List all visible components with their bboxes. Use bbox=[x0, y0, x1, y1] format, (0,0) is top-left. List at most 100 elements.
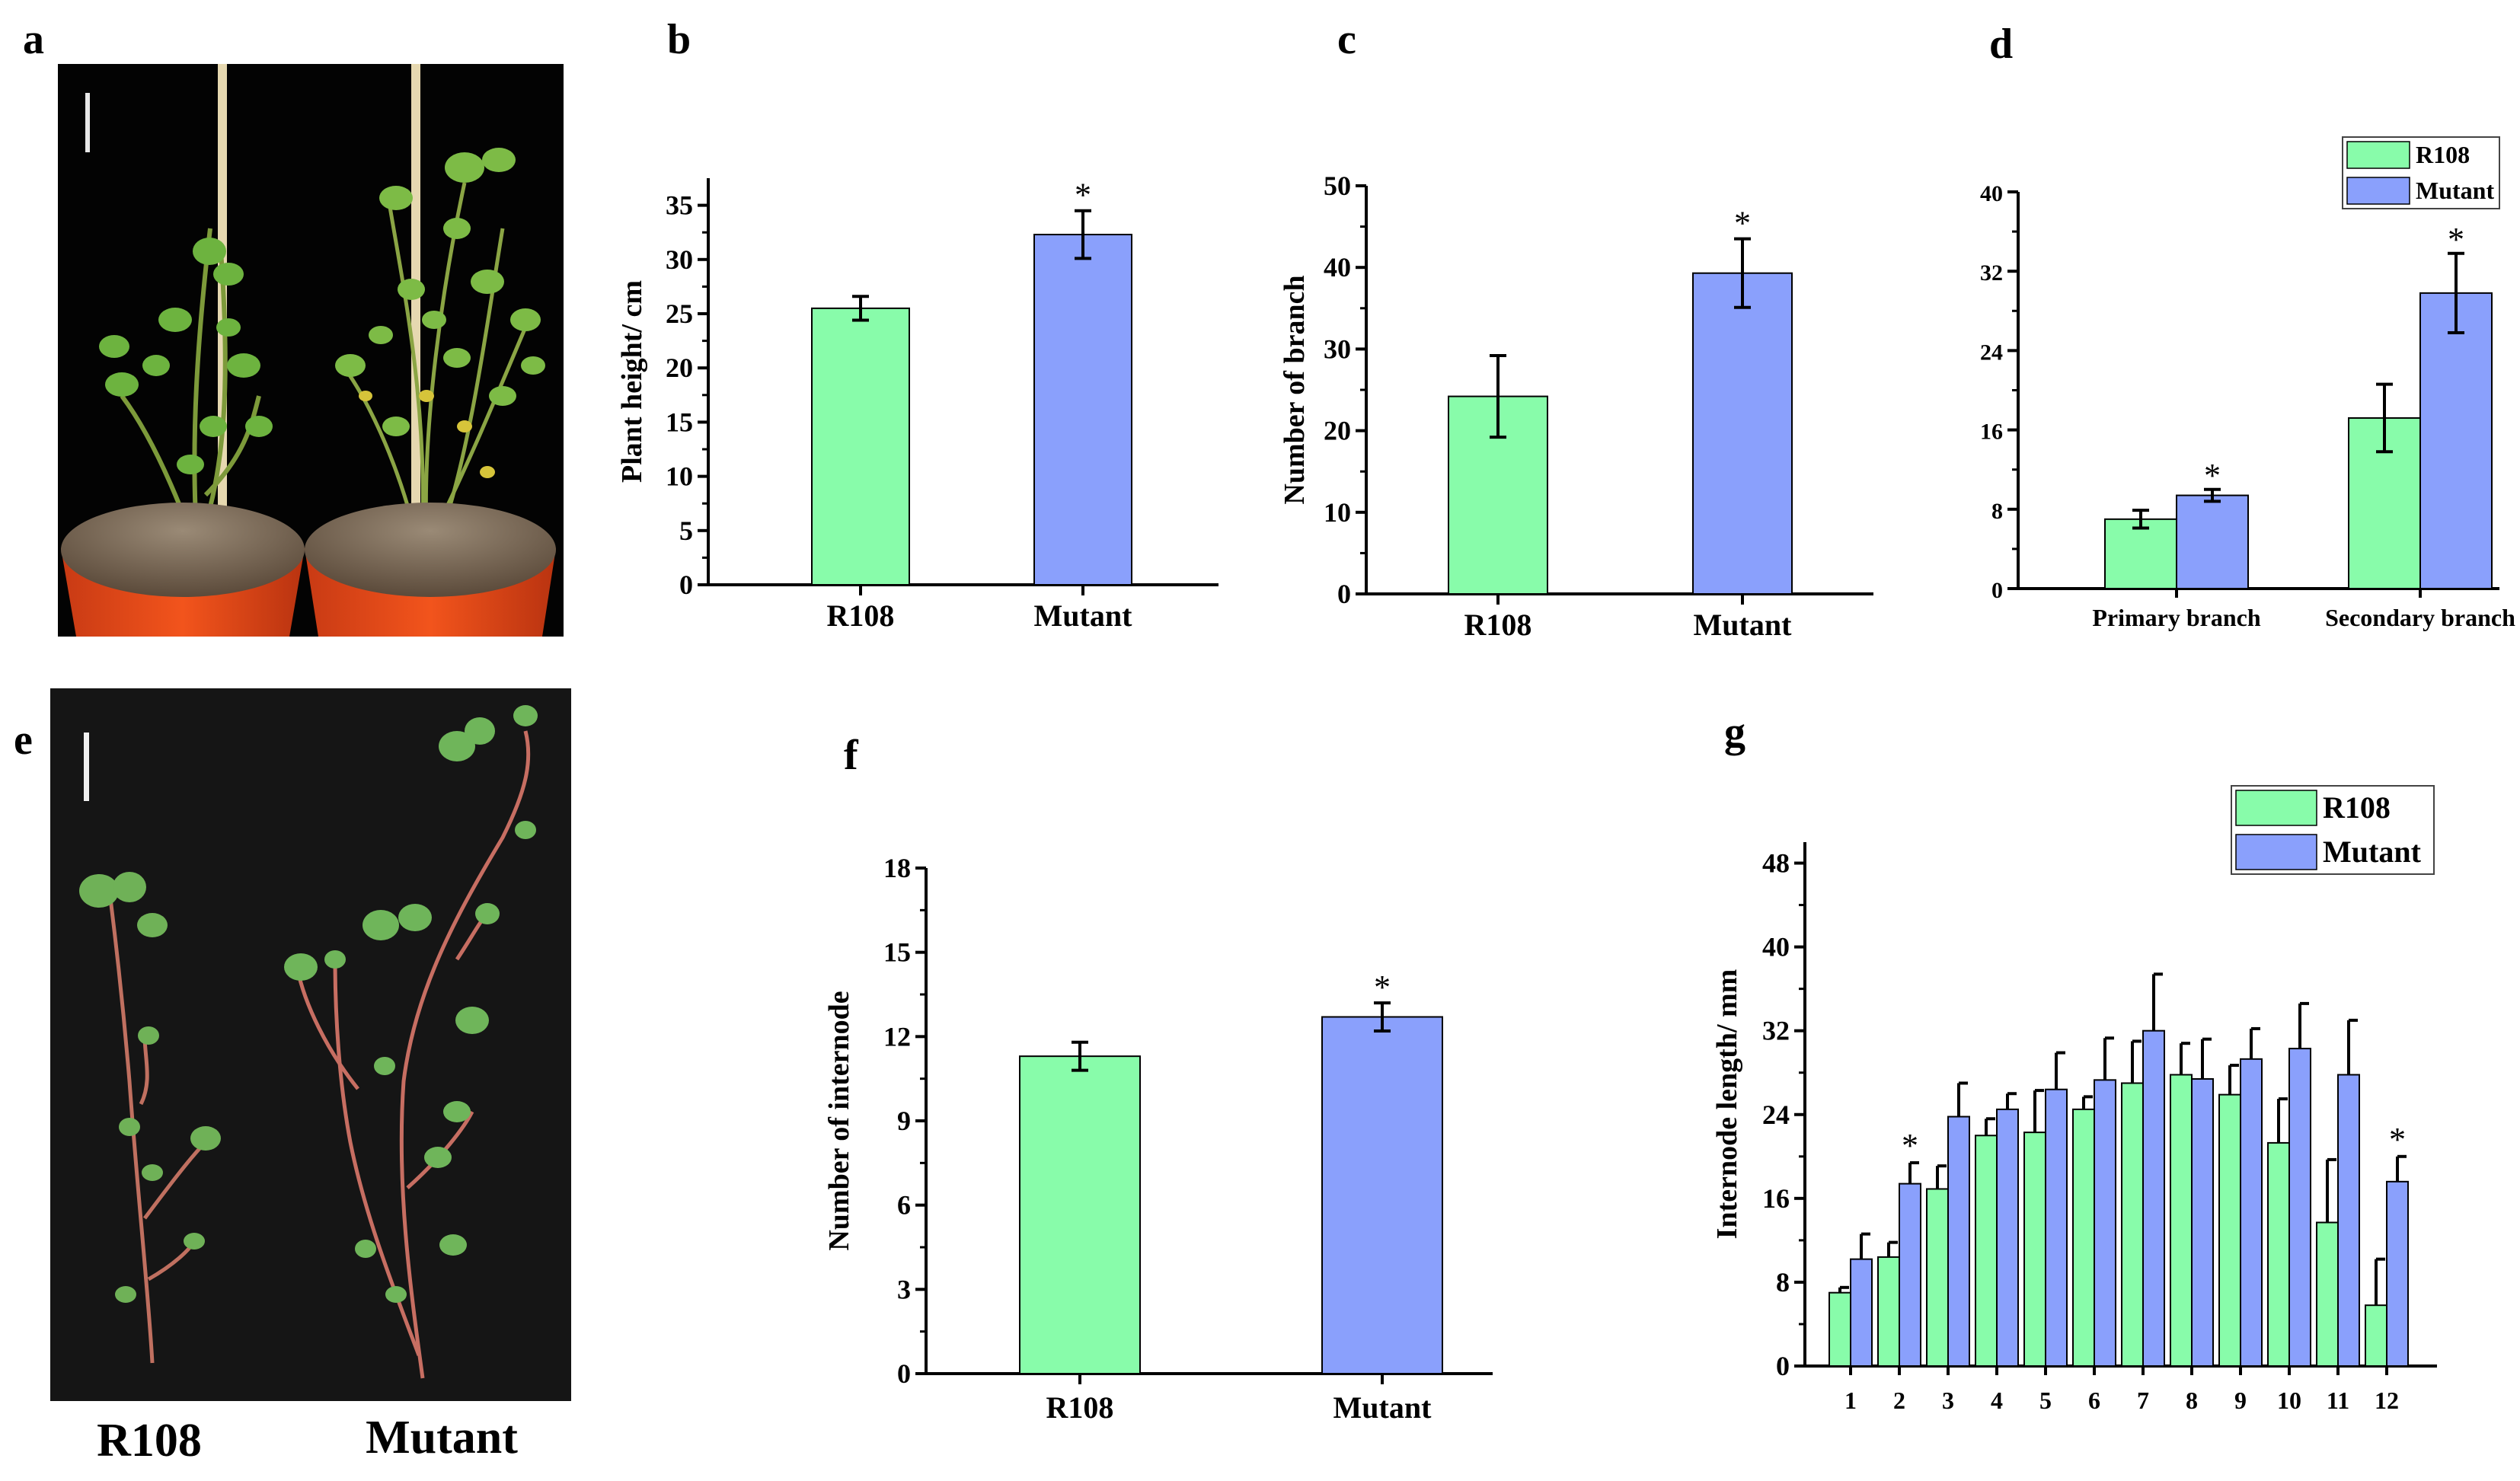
bar-mutant bbox=[1947, 1116, 1970, 1367]
bar-r108 bbox=[1975, 1135, 1998, 1368]
bar-r108 bbox=[1829, 1291, 1851, 1368]
photo-e-label-mutant: Mutant bbox=[366, 1412, 518, 1463]
panel-label-a: a bbox=[23, 16, 44, 63]
x-tick-label: R108 bbox=[1464, 608, 1532, 642]
bar-mutant bbox=[2142, 1029, 2165, 1368]
y-tick-label: 15 bbox=[883, 937, 911, 968]
y-tick-label: 48 bbox=[1762, 848, 1790, 879]
x-tick-label: Secondary branch bbox=[2325, 604, 2515, 631]
legend-label: R108 bbox=[2323, 790, 2391, 825]
panel-label-c: c bbox=[1337, 16, 1356, 63]
bar-r108 bbox=[1926, 1188, 1949, 1368]
x-tick-label: 11 bbox=[2327, 1387, 2349, 1414]
y-tick-label: 8 bbox=[1991, 499, 2003, 524]
y-tick-label: 35 bbox=[666, 190, 693, 221]
y-tick-label: 25 bbox=[666, 298, 693, 329]
significance-mark: * bbox=[1902, 1127, 1918, 1164]
significance-mark: * bbox=[2448, 221, 2464, 258]
y-axis-title: Number of internode bbox=[823, 991, 855, 1250]
bar-r108 bbox=[2023, 1131, 2046, 1367]
bar-mutant bbox=[2176, 494, 2249, 589]
y-tick-label: 10 bbox=[1324, 497, 1351, 528]
panel-label-e: e bbox=[14, 717, 33, 764]
bar-r108 bbox=[2365, 1304, 2387, 1368]
y-tick-label: 32 bbox=[1980, 260, 2003, 286]
y-axis-title: Plant height/ cm bbox=[616, 280, 648, 483]
bar-mutant bbox=[2386, 1180, 2409, 1367]
legend-swatch-r108 bbox=[2235, 790, 2317, 826]
bar-r108 bbox=[2218, 1093, 2241, 1367]
scale-bar-a bbox=[85, 93, 90, 152]
significance-mark: * bbox=[1734, 205, 1751, 242]
y-tick-label: 12 bbox=[883, 1021, 911, 1052]
legend-label: Mutant bbox=[2323, 835, 2422, 869]
panel-label-f: f bbox=[844, 732, 859, 779]
chart-d: 0 8 16 24 32 40 * Primary branch * Secondary bran… bbox=[1980, 136, 2515, 631]
y-tick-label: 15 bbox=[666, 407, 693, 437]
chart-f: 0 3 6 9 12 15 18 Number of internode R108 * Mutant bbox=[823, 853, 1493, 1425]
bar-mutant bbox=[2191, 1077, 2214, 1367]
panel-label-g: g bbox=[1724, 709, 1745, 756]
bar-mutant bbox=[1321, 1016, 1443, 1374]
y-axis-title: Number of branch bbox=[1279, 275, 1311, 504]
bar-r108 bbox=[2267, 1141, 2290, 1367]
y-tick-label: 0 bbox=[1337, 579, 1351, 609]
x-tick-label: 6 bbox=[2088, 1387, 2100, 1414]
y-tick-label: 40 bbox=[1762, 932, 1790, 962]
y-tick-label: 9 bbox=[897, 1106, 911, 1136]
bar-r108 bbox=[2121, 1082, 2144, 1367]
y-tick-label: 20 bbox=[1324, 416, 1351, 446]
y-tick-label: 16 bbox=[1980, 420, 2003, 445]
bar-r108 bbox=[811, 307, 910, 586]
bar-mutant bbox=[1850, 1258, 1873, 1367]
bar-r108 bbox=[2104, 518, 2177, 590]
y-tick-label: 0 bbox=[1776, 1351, 1790, 1381]
y-tick-label: 30 bbox=[666, 244, 693, 275]
x-tick-label: R108 bbox=[827, 598, 895, 633]
x-tick-label: 10 bbox=[2277, 1387, 2301, 1414]
y-tick-label: 3 bbox=[897, 1274, 911, 1304]
y-tick-label: 20 bbox=[666, 353, 693, 383]
legend-label: R108 bbox=[2416, 141, 2470, 168]
y-tick-label: 0 bbox=[679, 570, 693, 600]
legend-swatch-r108 bbox=[2346, 141, 2410, 169]
bar-mutant bbox=[2288, 1048, 2311, 1368]
y-tick-label: 0 bbox=[1991, 578, 2003, 603]
bar-mutant bbox=[1899, 1183, 1921, 1368]
y-tick-label: 32 bbox=[1762, 1016, 1790, 1046]
panel-label-b: b bbox=[667, 16, 691, 63]
bar-r108 bbox=[1019, 1055, 1141, 1374]
bar-mutant bbox=[2045, 1088, 2068, 1367]
x-tick-label: 12 bbox=[2375, 1387, 2399, 1414]
bar-r108 bbox=[2170, 1074, 2193, 1368]
x-tick-label: 7 bbox=[2137, 1387, 2149, 1414]
x-tick-label: 2 bbox=[1893, 1387, 1905, 1414]
significance-mark: * bbox=[1374, 969, 1391, 1006]
legend-label: Mutant bbox=[2416, 177, 2494, 204]
bar-mutant bbox=[2419, 292, 2493, 589]
bar-r108 bbox=[2072, 1108, 2095, 1367]
legend-swatch-mutant bbox=[2235, 834, 2317, 870]
y-tick-label: 24 bbox=[1762, 1100, 1790, 1130]
photo-e bbox=[50, 688, 571, 1401]
significance-mark: * bbox=[2389, 1121, 2406, 1158]
x-tick-label: Mutant bbox=[1333, 1390, 1432, 1425]
x-tick-label: 4 bbox=[1991, 1387, 2003, 1414]
bar-mutant bbox=[2094, 1079, 2116, 1368]
y-tick-label: 40 bbox=[1324, 252, 1351, 282]
bar-mutant bbox=[1692, 272, 1793, 595]
x-tick-label: 1 bbox=[1844, 1387, 1857, 1414]
bar-mutant bbox=[1996, 1108, 2019, 1367]
bar-mutant bbox=[1033, 234, 1132, 586]
x-tick-label: Mutant bbox=[1694, 608, 1793, 642]
y-axis-title: Internode length/ mm bbox=[1711, 969, 1743, 1240]
y-tick-label: 50 bbox=[1324, 171, 1351, 201]
y-tick-label: 18 bbox=[883, 853, 911, 883]
photo-a bbox=[58, 64, 564, 637]
chart-g: 0 8 16 24 32 40 48 Internode length/ mm 1 * 2 3 4 5 6 7… bbox=[1711, 785, 2437, 1414]
y-tick-label: 16 bbox=[1762, 1183, 1790, 1214]
bar-r108 bbox=[2316, 1221, 2339, 1368]
bar-mutant bbox=[2337, 1074, 2360, 1368]
x-tick-label: 9 bbox=[2234, 1387, 2247, 1414]
